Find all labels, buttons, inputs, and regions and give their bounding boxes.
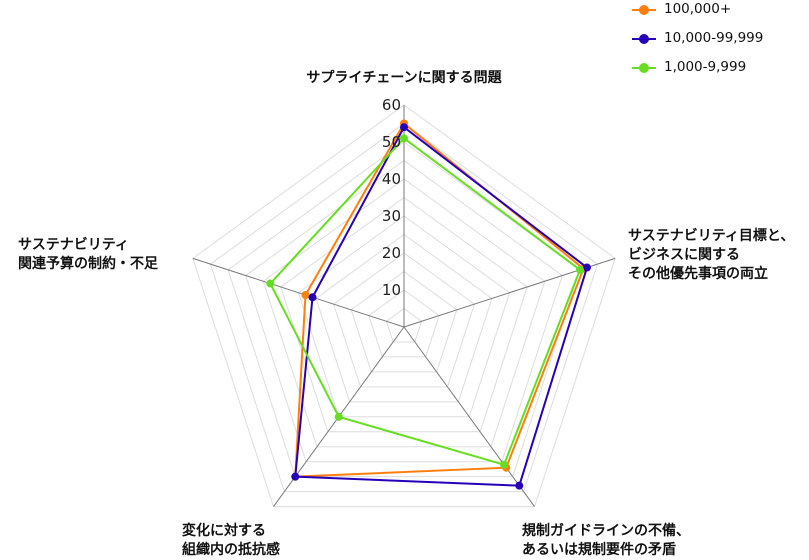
axis-label: サプライチェーンに関する問題: [306, 70, 502, 86]
legend-label: 100,000+: [664, 1, 732, 17]
series-line: [294, 122, 585, 478]
tick-label: 40: [382, 170, 401, 188]
axis-label-line: サステナビリティ: [18, 237, 129, 253]
axis-label-line: サステナビリティ目標と、: [628, 227, 794, 244]
grid-ring: [245, 159, 563, 463]
axis-label: 変化に対する組織内の抵抗感: [182, 522, 280, 558]
grid-ring: [262, 178, 546, 448]
axis-label: サステナビリティ関連予算の制約・不足: [18, 237, 159, 272]
axis-spoke: [403, 326, 535, 507]
data-point: [301, 290, 310, 299]
legend-label: 10,000-99,999: [664, 30, 764, 46]
grid-ring: [209, 122, 599, 493]
axis-label-line: あるいは規制要件の矛盾: [522, 541, 676, 558]
data-point: [575, 265, 584, 274]
grid-ring: [280, 196, 528, 433]
tick-label: 30: [382, 207, 401, 225]
axis-label: 規制ガイドラインの不備、あるいは規制要件の矛盾: [522, 522, 690, 558]
data-point: [400, 134, 408, 143]
tick-label: 50: [382, 133, 401, 151]
grid-ring: [385, 307, 423, 343]
grid-ring: [297, 215, 511, 418]
axis-label-line: 関連予算の制約・不足: [18, 255, 159, 272]
axis-label-line: 規制ガイドラインの不備、: [522, 522, 690, 539]
axis-label-line: ビジネスに関する: [628, 247, 740, 263]
data-point: [582, 263, 591, 272]
data-point: [334, 412, 343, 421]
data-point: [266, 279, 275, 288]
series-2: [266, 134, 584, 469]
axis-label-line: サプライチェーンに関する問題: [306, 70, 502, 86]
series-line: [294, 126, 588, 487]
grid-ring: [315, 233, 493, 403]
data-point: [500, 460, 509, 469]
data-point: [308, 293, 317, 302]
legend-marker: [639, 5, 649, 15]
legend-marker: [639, 63, 649, 73]
axis-label-line: その他優先事項の両立: [628, 265, 768, 282]
series-line: [269, 137, 581, 466]
axis-label-line: 変化に対する: [182, 522, 266, 539]
data-point: [400, 123, 408, 132]
tick-label: 10: [382, 281, 401, 299]
axis-label: サステナビリティ目標と、ビジネスに関するその他優先事項の両立: [628, 227, 794, 282]
grid-ring: [333, 252, 475, 388]
legend-label: 1,000-9,999: [664, 59, 747, 75]
tick-labels: 10 20 30 40 50 60: [382, 96, 401, 299]
legend-marker: [639, 34, 649, 44]
axis-label-line: 組織内の抵抗感: [182, 541, 280, 558]
tick-label: 60: [382, 96, 401, 114]
grid: [192, 104, 616, 508]
grid-ring: [350, 270, 458, 373]
data-point: [515, 481, 524, 490]
tick-label: 20: [382, 244, 401, 262]
series-1: [291, 123, 591, 490]
grid-ring: [368, 289, 440, 358]
grid-ring: [192, 104, 616, 508]
data-point: [291, 472, 300, 481]
axis-spoke: [192, 257, 405, 328]
